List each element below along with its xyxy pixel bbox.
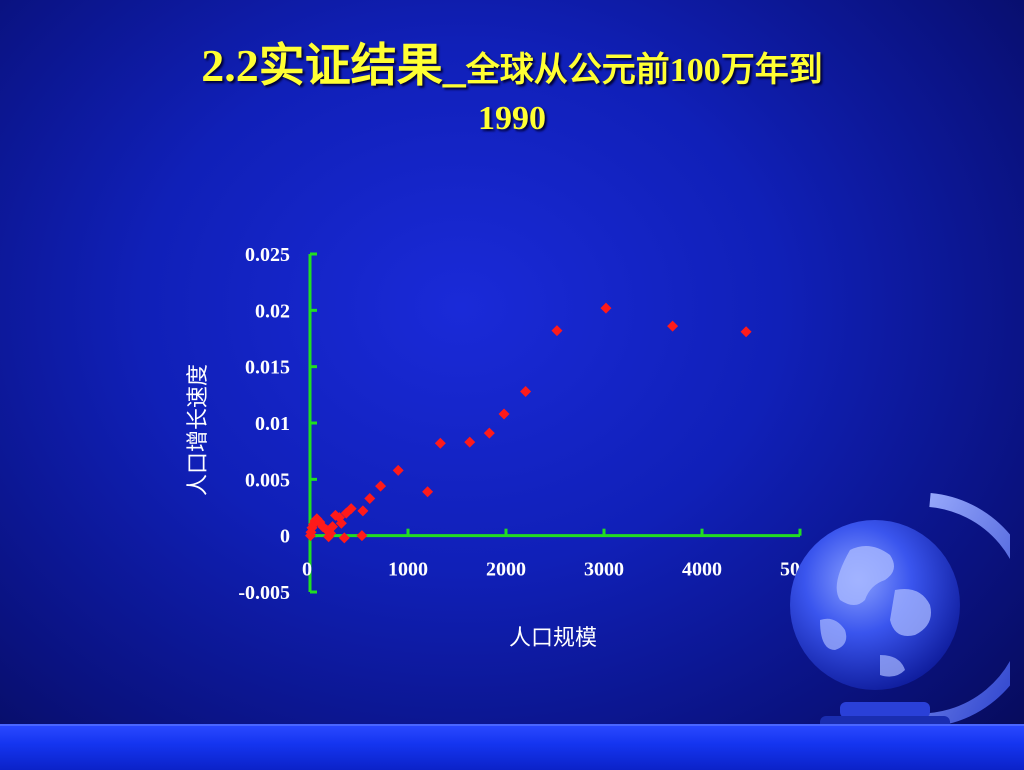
data-point [357,505,369,517]
x-axis-title: 人口规模 [509,626,597,651]
data-point [483,427,495,439]
title-main: 2.2实证结果_ [201,40,466,91]
data-point [498,408,510,420]
x-axis: 010002000300040005000 [302,528,820,581]
y-axis: -0.005 0 0.005 0.01 0.015 0.02 0.025 [238,244,317,604]
x-tick-label: 3000 [584,559,624,581]
data-point [340,507,352,519]
data-point [434,437,446,449]
y-tick-label: 0.01 [255,413,290,435]
footer-bar [0,724,1024,770]
data-point [335,517,347,529]
x-tick-label: 2000 [486,559,526,581]
globe-icon [790,493,1010,730]
title-sub: 全球从公元前100万年到 [465,52,823,89]
data-point [356,530,368,542]
y-tick-label: 0.005 [245,469,290,491]
data-point [551,325,563,337]
data-point [345,503,357,515]
data-point [464,436,476,448]
slide-title: 2.2实证结果_全球从公元前100万年到 1990 [0,40,1024,138]
x-tick-label: 1000 [388,559,428,581]
data-point [667,320,679,332]
y-tick-label: 0 [280,526,290,548]
data-point [740,326,752,338]
data-point [375,480,387,492]
x-tick-label: 0 [302,559,312,581]
y-tick-label: 0.02 [255,300,290,322]
y-tick-label: 0.025 [245,244,290,266]
data-points [304,302,752,544]
data-point [520,385,532,397]
data-point [392,464,404,476]
data-point [364,492,376,504]
data-point [600,302,612,314]
data-point [338,532,350,544]
y-tick-label: -0.005 [238,582,290,604]
data-point [422,486,434,498]
data-point [327,521,339,533]
title-year: 1990 [478,99,546,137]
y-tick-label: 0.015 [245,357,290,379]
x-tick-label: 4000 [682,559,722,581]
y-axis-title: 人口增长速度 [186,364,211,496]
